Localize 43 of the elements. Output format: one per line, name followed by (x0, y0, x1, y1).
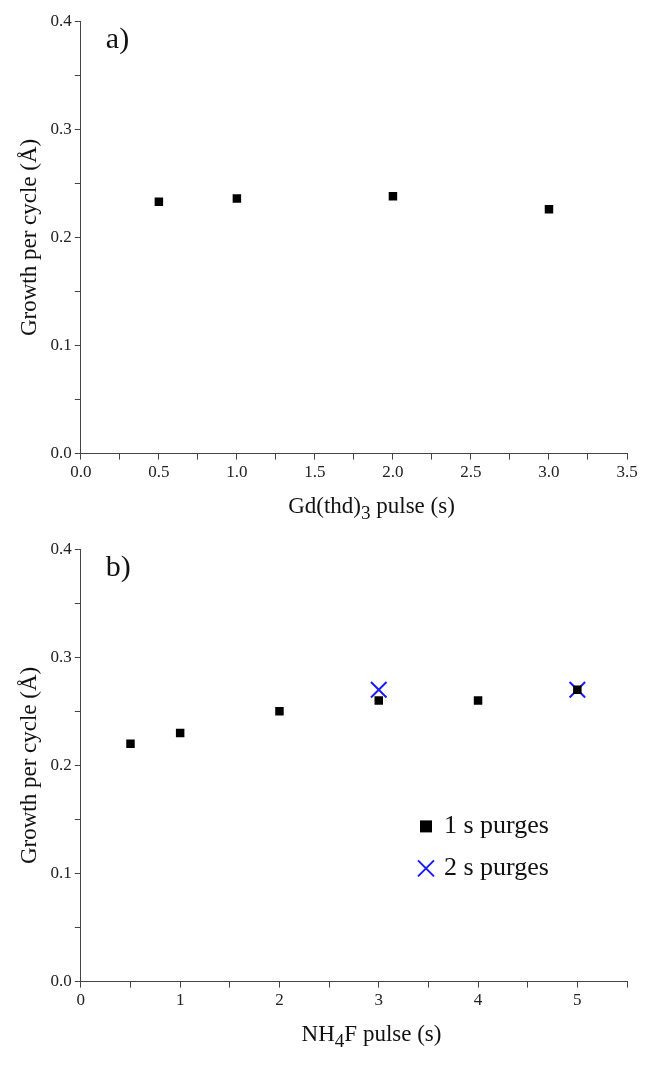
y-tick-label: 0.0 (50, 971, 72, 991)
x-tick-label: 0.5 (148, 462, 170, 482)
annotation: b) (105, 549, 131, 584)
x-tick-label: 2 (275, 990, 284, 1010)
x-tick-label: 0.0 (70, 462, 92, 482)
y-tick-label: 0.2 (50, 754, 72, 774)
y-tick-label: 0.2 (50, 226, 72, 246)
y-axis-title: Growth per cycle (Å) (15, 138, 41, 337)
x-tick-label: 3.5 (616, 462, 638, 482)
x-tick-label: 5 (573, 990, 582, 1010)
x-tick-label: 4 (473, 990, 483, 1010)
x-tick-label: 1 (175, 990, 185, 1010)
point (369, 680, 388, 699)
x-tick-label: 2.5 (460, 462, 482, 482)
y-tick-label: 0.3 (50, 118, 72, 138)
point (388, 192, 398, 201)
x-tick-label: 3 (374, 990, 383, 1010)
point (573, 685, 582, 694)
x-tick-label: 0 (76, 990, 86, 1010)
legend-label: 1 s purges (444, 810, 549, 840)
point (126, 739, 135, 749)
x-tick-label: 3.0 (538, 462, 560, 482)
x-tick-label: 1.5 (304, 462, 326, 482)
x-tick-label: 1.0 (226, 462, 248, 482)
y-axis-title: Growth per cycle (Å) (15, 666, 41, 865)
point (275, 707, 284, 716)
point (473, 696, 483, 705)
x-tick-label: 2.0 (382, 462, 404, 482)
annotation: a) (105, 21, 130, 56)
point (232, 194, 242, 203)
x-axis-title: Gd(thd)$_{3}$ pulse (s) (287, 492, 456, 525)
point (154, 197, 164, 206)
point (568, 680, 587, 699)
y-tick-label: 0.3 (50, 646, 72, 666)
legend-label: 2 s purges (444, 852, 549, 882)
y-tick-label: 0.0 (50, 443, 72, 463)
y-tick-label: 0.1 (50, 334, 72, 354)
x-axis-title: NH$_{4}$F pulse (s) (300, 1020, 443, 1053)
point (374, 696, 383, 705)
point (544, 205, 554, 214)
y-tick-label: 0.4 (50, 538, 73, 558)
y-tick-label: 0.1 (50, 862, 72, 882)
y-tick-label: 0.4 (50, 10, 73, 30)
